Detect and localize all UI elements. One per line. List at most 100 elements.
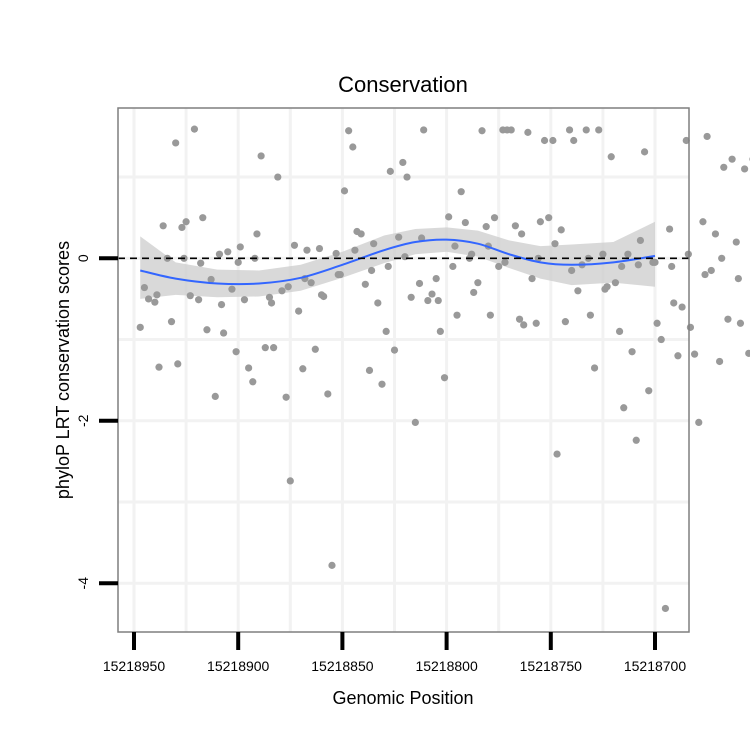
- y-axis-ticks: 0 -2 -4: [75, 254, 118, 589]
- data-point: [278, 287, 286, 295]
- data-point: [645, 387, 653, 395]
- data-point: [428, 290, 436, 298]
- data-point: [174, 360, 182, 368]
- data-point: [374, 299, 382, 307]
- data-point: [401, 253, 409, 261]
- data-point: [282, 393, 290, 401]
- data-points: [136, 125, 750, 613]
- data-point: [695, 418, 703, 426]
- data-point: [274, 173, 282, 181]
- data-point: [624, 250, 632, 258]
- data-point: [474, 279, 482, 287]
- x-tick-label: 15218800: [415, 658, 478, 674]
- data-point: [553, 450, 561, 458]
- data-point: [340, 187, 349, 195]
- data-point: [724, 315, 732, 323]
- data-point: [403, 173, 411, 181]
- y-tick-label: 0: [75, 254, 91, 262]
- data-point: [718, 254, 726, 262]
- data-point: [670, 299, 678, 307]
- data-point: [618, 262, 626, 271]
- x-tick-label: 15218950: [103, 658, 166, 674]
- data-point: [378, 380, 386, 388]
- data-point: [236, 243, 244, 251]
- data-point: [417, 234, 426, 242]
- data-point: [511, 222, 519, 230]
- data-point: [303, 246, 311, 254]
- data-point: [611, 279, 620, 287]
- x-tick-label: 15218850: [311, 658, 374, 674]
- smooth-line-group: [140, 238, 656, 286]
- x-tick-label: 15218750: [520, 658, 583, 674]
- data-point: [590, 364, 599, 372]
- data-point: [234, 258, 242, 266]
- data-point: [286, 477, 294, 485]
- data-point: [574, 287, 582, 295]
- data-point: [159, 222, 167, 230]
- data-point: [155, 363, 163, 371]
- data-point: [536, 218, 544, 226]
- data-point: [424, 296, 432, 305]
- data-point: [384, 262, 392, 271]
- data-point: [307, 279, 315, 287]
- data-point: [415, 279, 424, 288]
- data-point: [349, 143, 357, 151]
- confidence-band: [140, 221, 655, 299]
- data-point: [365, 366, 374, 375]
- data-point: [240, 296, 249, 304]
- data-point: [615, 327, 624, 336]
- data-point: [636, 236, 645, 245]
- data-point: [678, 303, 686, 311]
- data-point: [172, 139, 180, 147]
- data-point: [453, 311, 461, 319]
- smooth-line: [140, 238, 656, 286]
- data-point: [495, 262, 503, 271]
- data-point: [628, 348, 636, 356]
- data-point: [582, 126, 590, 134]
- data-point: [382, 327, 390, 336]
- data-point: [334, 270, 342, 279]
- data-point: [167, 318, 176, 326]
- data-point: [445, 213, 453, 221]
- data-point: [457, 188, 465, 196]
- data-point: [228, 285, 236, 293]
- data-point: [528, 275, 536, 283]
- data-point: [565, 126, 574, 134]
- data-point: [270, 344, 278, 352]
- panel-border: [117, 107, 690, 633]
- data-point: [686, 323, 695, 331]
- data-point: [741, 165, 749, 173]
- x-tick-label: 15218900: [207, 658, 270, 674]
- data-point: [220, 329, 228, 337]
- data-point: [732, 238, 740, 246]
- data-point: [151, 298, 159, 306]
- data-point: [640, 148, 649, 156]
- y-tick-label: -4: [75, 577, 91, 590]
- data-point: [324, 390, 332, 398]
- data-point: [549, 136, 557, 145]
- data-point: [711, 230, 720, 238]
- data-point: [607, 153, 615, 161]
- data-point: [317, 291, 326, 299]
- x-tick-label: 15218700: [624, 658, 687, 674]
- data-point: [470, 288, 478, 297]
- data-point: [540, 136, 549, 145]
- data-point: [367, 266, 376, 275]
- data-point: [734, 275, 742, 283]
- data-point: [245, 364, 253, 372]
- data-point: [257, 152, 265, 160]
- data-point: [501, 258, 509, 266]
- data-point: [545, 214, 553, 222]
- data-point: [482, 223, 490, 231]
- data-point: [570, 136, 578, 145]
- data-point: [507, 126, 515, 134]
- data-point: [249, 378, 257, 386]
- data-point: [261, 344, 269, 352]
- data-point: [468, 250, 476, 258]
- data-point: [224, 248, 232, 256]
- data-point: [420, 126, 428, 134]
- data-point: [449, 262, 457, 271]
- data-point: [386, 167, 394, 175]
- data-point: [178, 223, 186, 232]
